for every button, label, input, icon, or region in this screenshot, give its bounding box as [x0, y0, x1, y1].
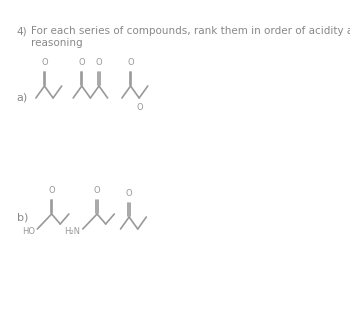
Text: O: O — [137, 103, 143, 112]
Text: For each series of compounds, rank them in order of acidity and explain your
rea: For each series of compounds, rank them … — [31, 26, 350, 48]
Text: H₂N: H₂N — [64, 227, 81, 235]
Text: O: O — [48, 186, 55, 195]
Text: 4): 4) — [17, 26, 27, 36]
Text: O: O — [127, 58, 134, 67]
Text: O: O — [78, 58, 85, 67]
Text: O: O — [96, 58, 102, 67]
Text: O: O — [41, 58, 48, 67]
Text: O: O — [126, 189, 132, 198]
Text: O: O — [94, 186, 100, 195]
Text: b): b) — [17, 213, 28, 223]
Text: HO: HO — [22, 227, 35, 235]
Text: a): a) — [17, 93, 28, 103]
